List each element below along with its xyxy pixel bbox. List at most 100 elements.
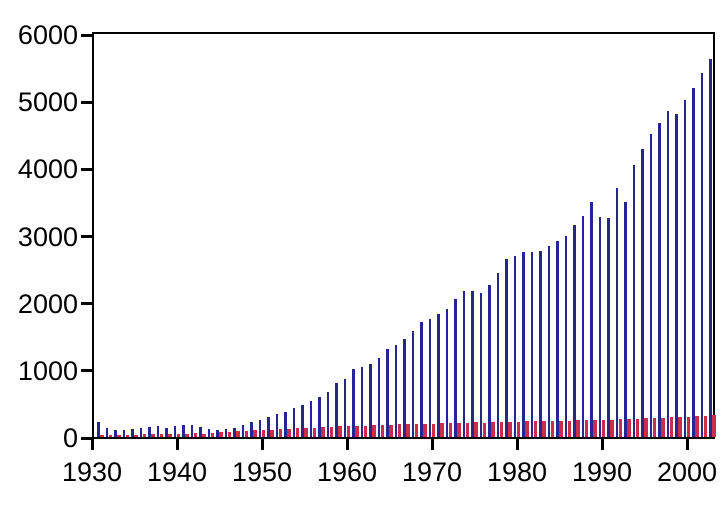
x-axis-tick	[260, 439, 264, 450]
x-tick-label: 1970	[401, 457, 463, 487]
bar-series-2-crimson-1958	[338, 426, 342, 437]
bar-series-1-navy-1998	[675, 113, 678, 437]
y-tick-label: 4000	[17, 154, 78, 185]
bar-series-1-navy-1994	[641, 149, 644, 437]
bar-series-2-crimson-1947	[244, 430, 248, 437]
bar-series-2-crimson-1987	[584, 420, 588, 437]
bar-series-2-crimson-1985	[567, 420, 571, 437]
bar-series-2-crimson-1965	[397, 424, 401, 437]
bar-series-2-crimson-1976	[491, 422, 495, 437]
bar-series-1-navy-1981	[530, 252, 533, 437]
y-tick-label: 5000	[17, 87, 78, 118]
bar-series-2-crimson-1940	[185, 433, 189, 437]
bar-series-2-crimson-1941	[193, 433, 197, 437]
bar-series-2-crimson-1944	[219, 432, 223, 437]
bar-series-2-crimson-1954	[304, 427, 308, 437]
bar-series-1-navy-1971	[445, 309, 448, 437]
bar-series-1-navy-1947	[241, 424, 244, 437]
x-tick-label: 1980	[486, 457, 548, 487]
bar-series-2-crimson-1983	[550, 420, 554, 437]
bar-series-1-navy-1985	[564, 236, 567, 437]
bar-series-1-navy-1957	[326, 391, 329, 437]
bar-series-2-crimson-1934	[134, 434, 138, 437]
bar-series-1-navy-1933	[122, 430, 125, 437]
bar-series-2-crimson-1988	[593, 419, 597, 437]
bar-series-1-navy-1951	[275, 413, 278, 437]
bar-series-2-crimson-1982	[542, 420, 546, 437]
bar-series-2-crimson-1953	[295, 428, 299, 437]
bar-series-2-crimson-1968	[423, 423, 427, 437]
bar-series-2-crimson-1992	[627, 418, 631, 437]
bar-series-1-navy-1944	[216, 429, 219, 437]
bar-series-2-crimson-2001	[703, 415, 707, 437]
bar-series-2-crimson-1951	[278, 428, 282, 437]
bar-series-2-crimson-1938	[168, 434, 172, 437]
x-tick-label: 1930	[61, 457, 123, 487]
bar-series-2-crimson-1959	[346, 425, 350, 437]
bar-series-2-crimson-2000	[695, 416, 699, 437]
bar-series-1-navy-1986	[573, 225, 576, 437]
plot-area	[92, 32, 716, 439]
bar-series-2-crimson-1970	[440, 423, 444, 437]
bar-series-1-navy-2002	[709, 58, 712, 437]
bar-series-2-crimson-1977	[499, 421, 503, 437]
y-axis-tick	[81, 235, 92, 238]
bar-series-1-navy-1974	[471, 291, 474, 437]
bar-series-1-navy-1996	[658, 123, 661, 437]
x-tick-label: 1990	[571, 457, 633, 487]
y-axis-tick	[81, 33, 92, 37]
bar-series-2-crimson-1974	[474, 422, 478, 437]
bar-series-1-navy-1960	[352, 368, 355, 437]
x-axis-tick	[600, 439, 604, 450]
bar-series-1-navy-1964	[386, 348, 389, 437]
bar-series-2-crimson-1945	[227, 431, 231, 437]
x-tick-label: 1960	[316, 457, 378, 487]
bar-series-2-crimson-1995	[652, 417, 656, 437]
bar-series-2-crimson-1969	[431, 423, 435, 437]
y-axis-tick	[81, 302, 92, 306]
bar-series-2-crimson-1997	[669, 417, 673, 437]
bar-series-2-crimson-1960	[355, 425, 359, 437]
bar-series-2-crimson-1980	[525, 421, 529, 437]
bar-series-2-crimson-1989	[601, 419, 605, 437]
bar-series-2-crimson-1998	[678, 416, 682, 437]
bar-series-1-navy-1949	[258, 419, 261, 437]
x-tick-label: 1940	[146, 457, 208, 487]
bar-series-2-crimson-1946	[236, 431, 240, 437]
bar-series-2-crimson-1996	[661, 417, 665, 437]
bar-series-1-navy-1997	[666, 110, 669, 437]
x-axis-tick	[90, 439, 94, 450]
bar-series-2-crimson-1975	[482, 422, 486, 437]
bar-series-1-navy-1948	[250, 422, 253, 437]
bar-series-1-navy-1953	[292, 408, 295, 437]
bar-series-1-navy-1968	[420, 321, 423, 437]
bar-series-1-navy-1931	[105, 427, 108, 437]
bar-series-2-crimson-1949	[261, 429, 265, 437]
bar-series-1-navy-1999	[683, 99, 686, 437]
bar-series-2-crimson-1952	[287, 428, 291, 437]
bar-series-2-crimson-1999	[686, 416, 690, 437]
bar-series-2-crimson-1931	[108, 435, 112, 437]
bar-series-1-navy-1932	[114, 429, 117, 437]
bar-series-1-navy-1989	[598, 217, 601, 437]
bar-series-2-crimson-1984	[559, 420, 563, 437]
bar-series-2-crimson-1943	[210, 433, 214, 437]
bar-series-1-navy-2000	[692, 88, 695, 437]
bar-series-2-crimson-1962	[372, 425, 376, 437]
x-axis-tick	[515, 439, 519, 450]
bar-series-1-navy-1969	[428, 318, 431, 437]
bar-series-1-navy-1939	[173, 425, 176, 437]
bar-series-2-crimson-1955	[312, 427, 316, 437]
bar-series-1-navy-1963	[377, 358, 380, 437]
bar-series-1-navy-1943	[207, 428, 210, 437]
bar-series-2-crimson-1981	[533, 421, 537, 437]
bar-series-2-crimson-1978	[508, 421, 512, 437]
bar-series-1-navy-1970	[437, 313, 440, 437]
x-axis-tick	[430, 439, 434, 450]
bar-series-2-crimson-1933	[125, 435, 129, 437]
y-tick-label: 2000	[17, 288, 78, 319]
bar-series-1-navy-1959	[343, 378, 346, 437]
bar-series-2-crimson-1948	[253, 430, 257, 437]
bar-series-2-crimson-1966	[406, 424, 410, 437]
bar-series-1-navy-1940	[182, 425, 185, 437]
